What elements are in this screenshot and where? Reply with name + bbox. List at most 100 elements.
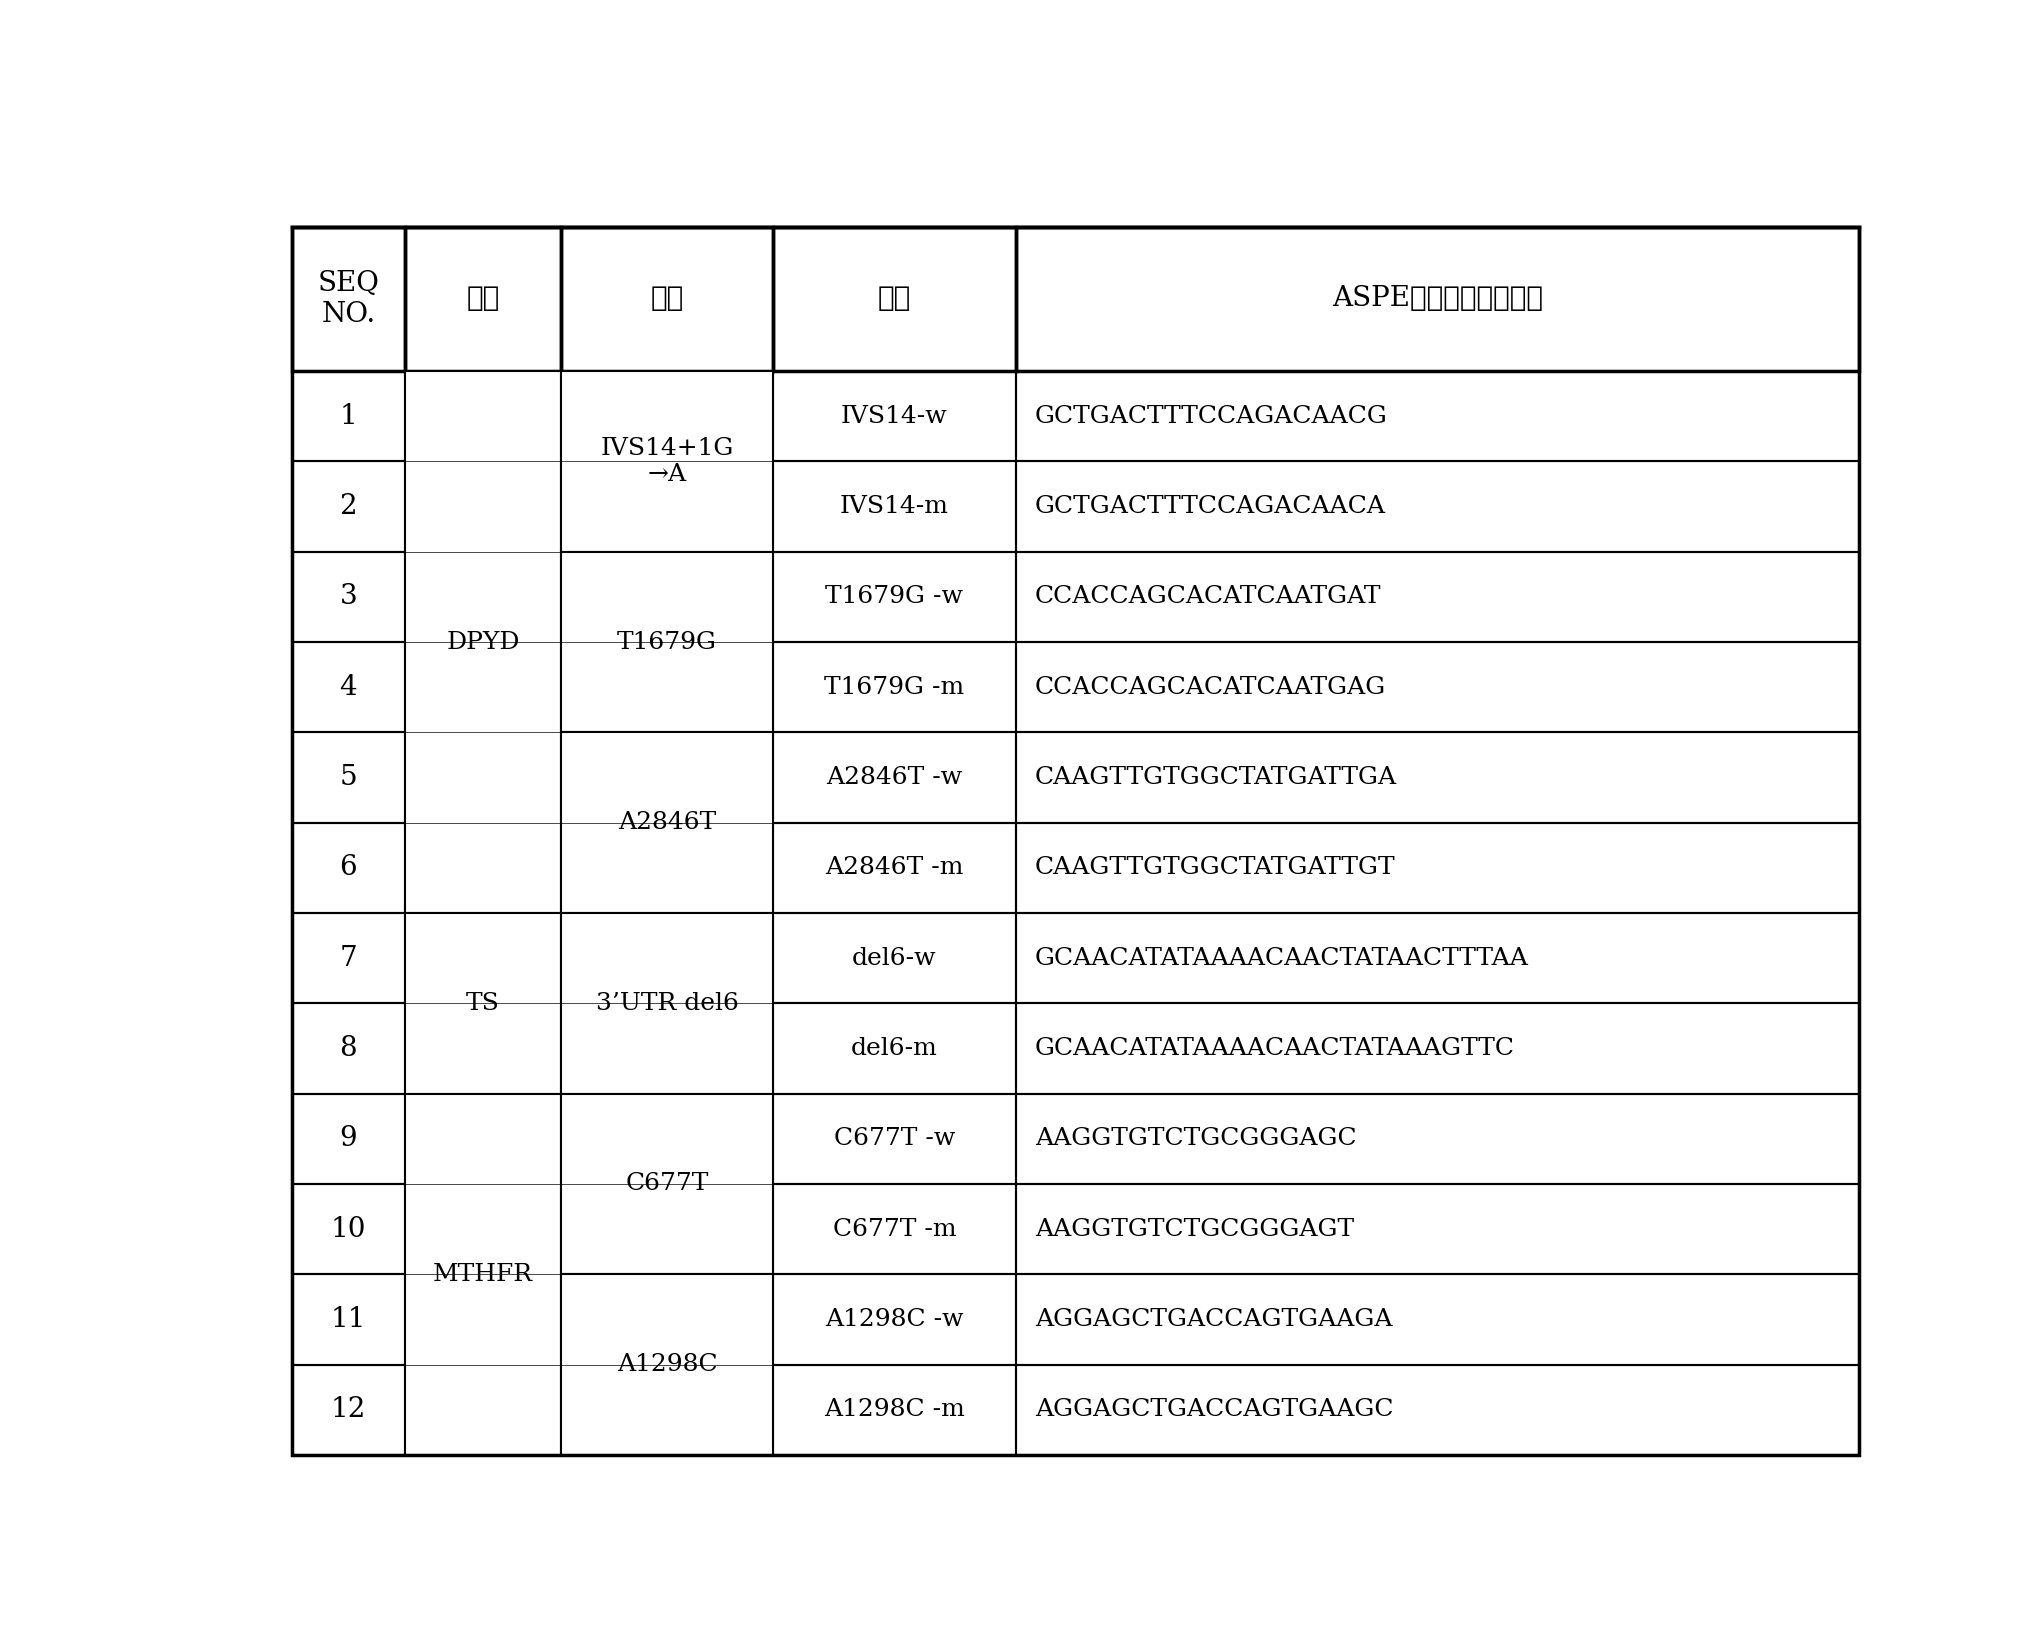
- Bar: [404, 226, 562, 371]
- Text: ASPE的特异性引物序列: ASPE的特异性引物序列: [1332, 285, 1543, 313]
- Bar: [1015, 823, 1858, 912]
- Text: 类型: 类型: [878, 285, 912, 313]
- Text: A1298C: A1298C: [617, 1354, 718, 1377]
- Bar: [291, 823, 404, 912]
- Bar: [1015, 733, 1858, 823]
- Text: CCACCAGCACATCAATGAG: CCACCAGCACATCAATGAG: [1035, 676, 1385, 699]
- Bar: [291, 1003, 404, 1093]
- Bar: [562, 371, 772, 552]
- Text: DPYD: DPYD: [447, 630, 520, 653]
- Bar: [1015, 1274, 1858, 1365]
- Bar: [772, 552, 1015, 642]
- Text: T1679G: T1679G: [617, 630, 718, 653]
- Text: GCTGACTTTCCAGACAACA: GCTGACTTTCCAGACAACA: [1035, 495, 1385, 518]
- Text: AAGGTGTCTGCGGGAGT: AAGGTGTCTGCGGGAGT: [1035, 1217, 1355, 1241]
- Text: 4: 4: [340, 674, 358, 700]
- Text: CAAGTTGTGGCTATGATTGA: CAAGTTGTGGCTATGATTGA: [1035, 766, 1397, 788]
- Bar: [772, 461, 1015, 552]
- Bar: [562, 912, 772, 1093]
- Bar: [291, 912, 404, 1003]
- Text: 10: 10: [330, 1215, 366, 1243]
- Bar: [562, 1274, 772, 1455]
- Text: CAAGTTGTGGCTATGATTGT: CAAGTTGTGGCTATGATTGT: [1035, 857, 1395, 880]
- Text: 9: 9: [340, 1126, 358, 1152]
- Text: 2: 2: [340, 494, 358, 520]
- Text: GCAACATATAAAACAACTATAAAGTTC: GCAACATATAAAACAACTATAAAGTTC: [1035, 1038, 1514, 1060]
- Bar: [1015, 1093, 1858, 1184]
- Bar: [291, 733, 404, 823]
- Bar: [1015, 1365, 1858, 1455]
- Bar: [562, 1093, 772, 1274]
- Text: 3: 3: [340, 583, 358, 611]
- Bar: [772, 1274, 1015, 1365]
- Bar: [404, 912, 562, 1093]
- Bar: [291, 642, 404, 733]
- Text: C677T -w: C677T -w: [833, 1127, 954, 1150]
- Text: 5: 5: [340, 764, 358, 792]
- Text: A2846T -m: A2846T -m: [825, 857, 964, 880]
- Text: AGGAGCTGACCAGTGAAGC: AGGAGCTGACCAGTGAAGC: [1035, 1398, 1393, 1420]
- Text: AAGGTGTCTGCGGGAGC: AAGGTGTCTGCGGGAGC: [1035, 1127, 1357, 1150]
- Bar: [772, 912, 1015, 1003]
- Bar: [772, 226, 1015, 371]
- Text: A2846T -w: A2846T -w: [827, 766, 962, 788]
- Text: 6: 6: [340, 854, 358, 881]
- Bar: [291, 1184, 404, 1274]
- Bar: [562, 552, 772, 733]
- Text: SEQ
NO.: SEQ NO.: [317, 270, 380, 327]
- Text: 11: 11: [330, 1306, 366, 1333]
- Text: A2846T: A2846T: [619, 811, 716, 834]
- Bar: [562, 733, 772, 912]
- Bar: [562, 226, 772, 371]
- Bar: [291, 461, 404, 552]
- Text: 3’UTR del6: 3’UTR del6: [596, 992, 738, 1015]
- Bar: [1015, 226, 1858, 371]
- Text: GCAACATATAAAACAACTATAACTTTAA: GCAACATATAAAACAACTATAACTTTAA: [1035, 946, 1529, 969]
- Bar: [1015, 1003, 1858, 1093]
- Bar: [291, 552, 404, 642]
- Text: T1679G -m: T1679G -m: [825, 676, 964, 699]
- Bar: [772, 733, 1015, 823]
- Text: A1298C -m: A1298C -m: [825, 1398, 964, 1420]
- Text: 8: 8: [340, 1034, 358, 1062]
- Text: A1298C -w: A1298C -w: [825, 1308, 964, 1331]
- Text: GCTGACTTTCCAGACAACG: GCTGACTTTCCAGACAACG: [1035, 404, 1387, 428]
- Bar: [1015, 642, 1858, 733]
- Bar: [1015, 461, 1858, 552]
- Bar: [772, 371, 1015, 461]
- Text: TS: TS: [467, 992, 499, 1015]
- Bar: [291, 1365, 404, 1455]
- Text: 7: 7: [340, 945, 358, 971]
- Text: IVS14-w: IVS14-w: [841, 404, 948, 428]
- Text: IVS14-m: IVS14-m: [839, 495, 948, 518]
- Text: 位点: 位点: [651, 285, 683, 313]
- Bar: [772, 1184, 1015, 1274]
- Text: 基因: 基因: [467, 285, 499, 313]
- Bar: [1015, 371, 1858, 461]
- Text: 12: 12: [332, 1396, 366, 1424]
- Text: MTHFR: MTHFR: [433, 1262, 534, 1285]
- Text: 1: 1: [340, 402, 358, 430]
- Bar: [404, 1093, 562, 1455]
- Text: IVS14+1G
→A: IVS14+1G →A: [601, 437, 734, 485]
- Bar: [1015, 912, 1858, 1003]
- Bar: [291, 371, 404, 461]
- Bar: [1015, 1184, 1858, 1274]
- Text: del6-w: del6-w: [851, 946, 936, 969]
- Bar: [772, 642, 1015, 733]
- Bar: [772, 1003, 1015, 1093]
- Text: AGGAGCTGACCAGTGAAGA: AGGAGCTGACCAGTGAAGA: [1035, 1308, 1393, 1331]
- Text: del6-m: del6-m: [851, 1038, 938, 1060]
- Bar: [404, 371, 562, 912]
- Bar: [772, 1093, 1015, 1184]
- Bar: [291, 226, 404, 371]
- Text: CCACCAGCACATCAATGAT: CCACCAGCACATCAATGAT: [1035, 585, 1381, 608]
- Bar: [291, 1093, 404, 1184]
- Text: C677T: C677T: [625, 1173, 710, 1196]
- Text: T1679G -w: T1679G -w: [825, 585, 962, 608]
- Bar: [772, 823, 1015, 912]
- Bar: [291, 1274, 404, 1365]
- Bar: [1015, 552, 1858, 642]
- Bar: [772, 1365, 1015, 1455]
- Text: C677T -m: C677T -m: [833, 1217, 956, 1241]
